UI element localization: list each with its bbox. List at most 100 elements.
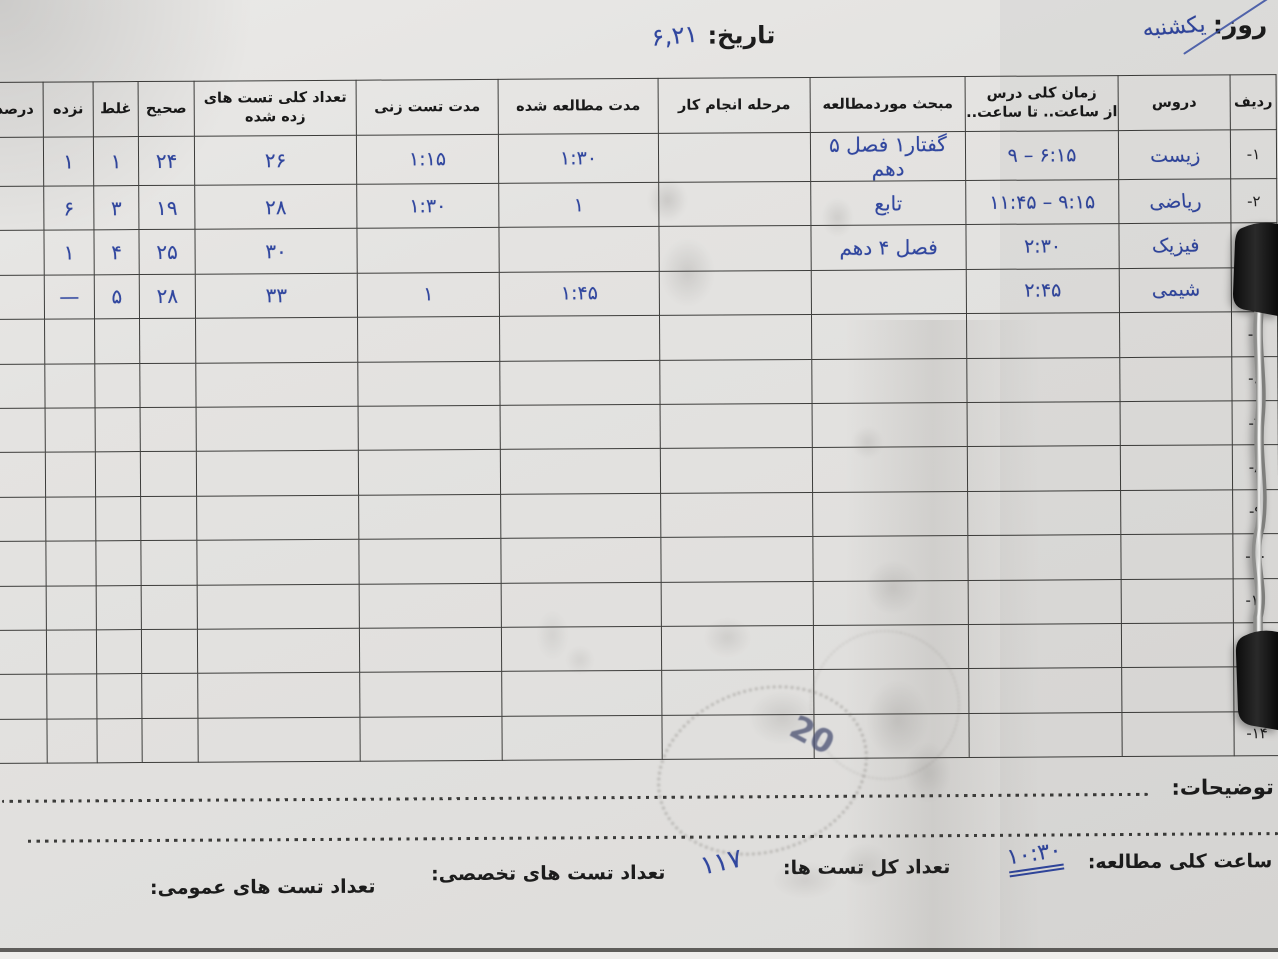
cell-test-duration: ۱:۳۰	[356, 183, 499, 229]
cell-topic	[812, 491, 968, 537]
cell-correct	[141, 717, 199, 763]
cell-test-duration	[359, 582, 502, 629]
cell-wrong	[95, 540, 142, 586]
cell-correct	[140, 451, 197, 497]
cell-study-duration: ۱:۴۵	[499, 271, 660, 317]
cell-test-duration	[356, 227, 500, 273]
cell-study-duration	[500, 537, 662, 583]
cell-correct	[141, 629, 198, 674]
cell-work-stage	[660, 536, 814, 582]
cell-wrong	[95, 407, 141, 453]
cell-unanswered	[45, 496, 96, 542]
cell-total-tests	[196, 539, 360, 585]
cell-wrong	[95, 496, 141, 541]
cell-work-stage	[660, 403, 813, 449]
cell-total-tests	[195, 317, 358, 363]
table-row: -۱۲	[0, 622, 1278, 675]
table-row: -۱۰	[0, 533, 1278, 586]
header-row: ردیف دروس زمان کلی درس از ساعت.. تا ساعت…	[0, 74, 1277, 138]
cell-subject	[1119, 534, 1235, 580]
cell-total-tests	[197, 672, 360, 718]
cell-subject	[1119, 578, 1235, 624]
cell-class-time	[967, 490, 1121, 536]
cell-class-time: ۶:۱۵ – ۹	[965, 130, 1119, 181]
cell-study-duration	[499, 315, 660, 361]
cell-work-stage	[658, 181, 811, 227]
cell-subject: زیست	[1116, 129, 1233, 180]
cell-subject	[1120, 711, 1236, 757]
cell-wrong	[94, 318, 140, 364]
cell-row-number: -۶	[1231, 356, 1278, 401]
cell-work-stage	[659, 359, 813, 405]
cell-percent	[0, 585, 47, 631]
cell-percent	[0, 274, 45, 320]
cell-work-stage	[658, 132, 811, 183]
cell-class-time	[966, 357, 1121, 403]
cell-row-number: -۴	[1231, 267, 1278, 313]
cell-total-tests	[197, 628, 360, 674]
cell-test-duration	[358, 538, 502, 584]
cell-unanswered	[46, 629, 97, 675]
study-table-header: ردیف دروس زمان کلی درس از ساعت.. تا ساعت…	[0, 74, 1277, 138]
table-row: -۱۴	[0, 711, 1278, 764]
cell-topic	[813, 624, 969, 670]
cell-test-duration	[358, 494, 501, 540]
cell-study-duration: ۱	[498, 182, 659, 228]
cell-percent	[0, 674, 47, 720]
cell-row-number: -۲	[1230, 178, 1277, 224]
cell-row-number: -۷	[1232, 400, 1278, 446]
cell-row-number: -۹	[1232, 489, 1278, 534]
cell-topic	[811, 269, 967, 315]
cell-unanswered: ۱	[43, 136, 94, 187]
cell-wrong: ۱	[93, 136, 139, 186]
cell-total-tests: ۳۰	[194, 228, 358, 274]
cell-correct	[139, 318, 196, 364]
table-row: -۱۱	[0, 578, 1278, 631]
total-study-label: ساعت کلی مطالعه:	[1087, 850, 1273, 874]
cell-unanswered	[45, 452, 96, 497]
table-row: -۳ فیزیک ۲:۳۰ فصل ۴ دهم ۳۰ ۲۵ ۴ ۱	[0, 222, 1278, 276]
cell-wrong: ۴	[93, 229, 140, 275]
cell-class-time: ۹:۱۵ – ۱۱:۴۵	[965, 179, 1119, 225]
cell-row-number: -۵	[1231, 311, 1278, 357]
cell-study-duration: ۱:۳۰	[498, 133, 659, 184]
table-row: -۶	[0, 356, 1278, 409]
cell-total-tests	[196, 494, 359, 541]
cell-percent	[0, 363, 46, 409]
cell-row-number: -۱۱	[1233, 578, 1278, 623]
cell-wrong	[95, 451, 141, 497]
cell-topic	[812, 402, 968, 448]
cell-unanswered: ۶	[43, 185, 94, 231]
cell-correct: ۱۹	[138, 185, 195, 230]
cell-work-stage	[661, 625, 814, 671]
table-row: -۸	[0, 444, 1278, 498]
cell-subject: فیزیک	[1117, 223, 1233, 269]
cell-row-number: -۱۰	[1232, 533, 1278, 579]
cell-topic	[811, 358, 968, 404]
cell-work-stage	[658, 225, 812, 272]
header-unanswered: نزده	[43, 81, 94, 138]
cell-topic	[811, 313, 967, 360]
date-label: تاریخ:	[707, 21, 776, 50]
notes-dotted-line-1	[1, 792, 1148, 804]
header-topic: مبحث موردمطالعه	[810, 76, 966, 133]
paper-bottom-edge	[0, 948, 1278, 953]
total-tests-label: تعداد کل تست ها:	[782, 856, 951, 880]
cell-wrong: ۳	[93, 185, 139, 231]
cell-unanswered	[46, 674, 97, 719]
cell-work-stage	[661, 580, 814, 627]
cell-test-duration	[357, 316, 500, 362]
cell-correct	[140, 495, 197, 541]
cell-wrong	[96, 673, 142, 719]
table-row: -۵	[0, 311, 1278, 365]
cell-correct: ۲۴	[138, 136, 195, 186]
cell-subject	[1120, 667, 1236, 713]
date-value: ۶,۲۱	[650, 19, 699, 52]
cell-class-time	[968, 667, 1122, 714]
cell-unanswered	[44, 363, 96, 409]
cell-test-duration	[357, 360, 501, 407]
cell-study-duration	[499, 359, 661, 406]
cell-percent	[0, 630, 47, 675]
cell-wrong	[96, 585, 142, 630]
